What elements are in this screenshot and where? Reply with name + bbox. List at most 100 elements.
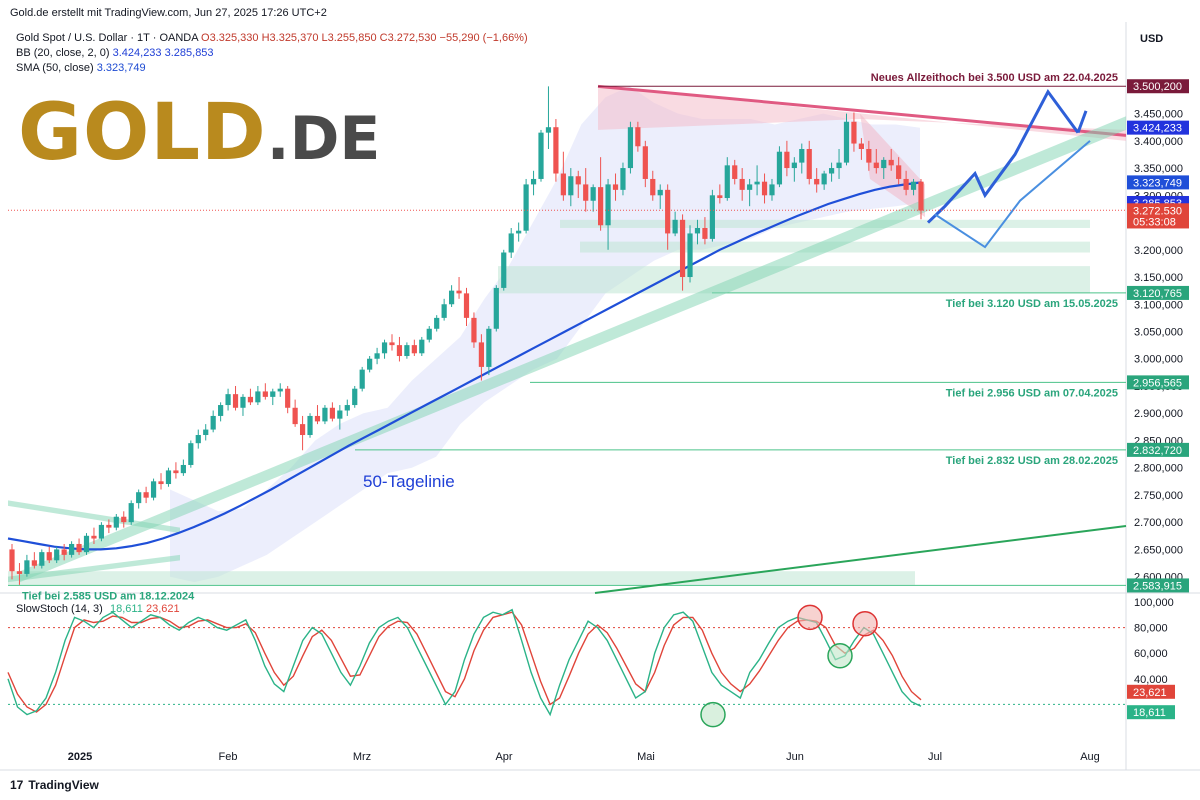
candle[interactable] bbox=[710, 195, 715, 239]
candle[interactable] bbox=[889, 160, 894, 165]
candle[interactable] bbox=[643, 146, 648, 179]
candle[interactable] bbox=[799, 149, 804, 163]
candle[interactable] bbox=[717, 195, 722, 198]
candle[interactable] bbox=[442, 304, 447, 318]
candle[interactable] bbox=[777, 152, 782, 185]
candle[interactable] bbox=[702, 228, 707, 239]
candle[interactable] bbox=[17, 571, 22, 574]
candle[interactable] bbox=[233, 394, 238, 408]
candle[interactable] bbox=[278, 389, 283, 392]
candle[interactable] bbox=[822, 174, 827, 185]
candle[interactable] bbox=[99, 525, 104, 539]
candle[interactable] bbox=[538, 133, 543, 179]
candle[interactable] bbox=[531, 179, 536, 184]
candle[interactable] bbox=[591, 187, 596, 201]
candle[interactable] bbox=[553, 127, 558, 173]
candle[interactable] bbox=[404, 345, 409, 356]
candle[interactable] bbox=[807, 149, 812, 179]
candle[interactable] bbox=[598, 187, 603, 225]
candle[interactable] bbox=[583, 184, 588, 200]
candle[interactable] bbox=[285, 389, 290, 408]
tradingview-footer[interactable]: 17 TradingView bbox=[10, 778, 104, 792]
candle[interactable] bbox=[203, 430, 208, 435]
candle[interactable] bbox=[762, 182, 767, 196]
candle[interactable] bbox=[494, 288, 499, 329]
candle[interactable] bbox=[792, 163, 797, 168]
candle[interactable] bbox=[725, 165, 730, 198]
candle[interactable] bbox=[337, 410, 342, 418]
candle[interactable] bbox=[360, 370, 365, 389]
candle[interactable] bbox=[665, 190, 670, 234]
candle[interactable] bbox=[546, 127, 551, 132]
candle[interactable] bbox=[501, 253, 506, 288]
candle[interactable] bbox=[576, 176, 581, 184]
candle[interactable] bbox=[524, 184, 529, 230]
candle[interactable] bbox=[166, 470, 171, 484]
candle[interactable] bbox=[620, 168, 625, 190]
candle[interactable] bbox=[471, 318, 476, 343]
candle[interactable] bbox=[784, 152, 789, 168]
candle[interactable] bbox=[866, 149, 871, 163]
candle[interactable] bbox=[509, 233, 514, 252]
candle[interactable] bbox=[747, 184, 752, 189]
candle[interactable] bbox=[419, 340, 424, 354]
stoch-k-line[interactable] bbox=[8, 610, 921, 715]
candle[interactable] bbox=[322, 408, 327, 422]
candle[interactable] bbox=[680, 220, 685, 277]
candle[interactable] bbox=[561, 174, 566, 196]
candle[interactable] bbox=[658, 190, 663, 195]
candle[interactable] bbox=[330, 408, 335, 419]
candle[interactable] bbox=[918, 182, 923, 211]
candle[interactable] bbox=[69, 544, 74, 555]
candle[interactable] bbox=[114, 517, 119, 528]
candle[interactable] bbox=[389, 342, 394, 345]
candle[interactable] bbox=[814, 179, 819, 184]
candle[interactable] bbox=[91, 536, 96, 539]
candle[interactable] bbox=[158, 481, 163, 484]
candle[interactable] bbox=[449, 291, 454, 305]
candle[interactable] bbox=[225, 394, 230, 405]
candle[interactable] bbox=[628, 127, 633, 168]
candle[interactable] bbox=[76, 544, 81, 552]
candle[interactable] bbox=[516, 231, 521, 234]
candle[interactable] bbox=[740, 179, 745, 190]
candle[interactable] bbox=[47, 552, 52, 560]
candle[interactable] bbox=[293, 408, 298, 424]
candle[interactable] bbox=[188, 443, 193, 465]
candle[interactable] bbox=[434, 318, 439, 329]
candle[interactable] bbox=[859, 144, 864, 149]
candle[interactable] bbox=[374, 353, 379, 358]
candle[interactable] bbox=[263, 391, 268, 396]
candle[interactable] bbox=[151, 481, 156, 497]
candle[interactable] bbox=[24, 560, 29, 574]
currency-label[interactable]: USD bbox=[1140, 33, 1163, 45]
candle[interactable] bbox=[673, 220, 678, 234]
candle[interactable] bbox=[9, 549, 14, 571]
bb-legend[interactable]: BB (20, close, 2, 0) 3.424,233 3.285,853 bbox=[16, 47, 214, 59]
candle[interactable] bbox=[248, 397, 253, 402]
candle[interactable] bbox=[218, 405, 223, 416]
candle[interactable] bbox=[352, 389, 357, 405]
candle[interactable] bbox=[32, 560, 37, 565]
candle[interactable] bbox=[54, 549, 59, 560]
candle[interactable] bbox=[911, 182, 916, 190]
candle[interactable] bbox=[367, 359, 372, 370]
candle[interactable] bbox=[687, 233, 692, 277]
candle[interactable] bbox=[136, 492, 141, 503]
candle[interactable] bbox=[568, 176, 573, 195]
candle[interactable] bbox=[464, 293, 469, 318]
candle[interactable] bbox=[144, 492, 149, 497]
candle[interactable] bbox=[196, 435, 201, 443]
candle[interactable] bbox=[881, 160, 886, 168]
candle[interactable] bbox=[106, 525, 111, 528]
candle[interactable] bbox=[382, 342, 387, 353]
candle[interactable] bbox=[129, 503, 134, 522]
candle[interactable] bbox=[315, 416, 320, 421]
candle[interactable] bbox=[270, 391, 275, 396]
candle[interactable] bbox=[84, 536, 89, 552]
candle[interactable] bbox=[486, 329, 491, 367]
candle[interactable] bbox=[851, 122, 856, 144]
candle[interactable] bbox=[613, 184, 618, 189]
candle[interactable] bbox=[412, 345, 417, 353]
candle[interactable] bbox=[121, 517, 126, 522]
